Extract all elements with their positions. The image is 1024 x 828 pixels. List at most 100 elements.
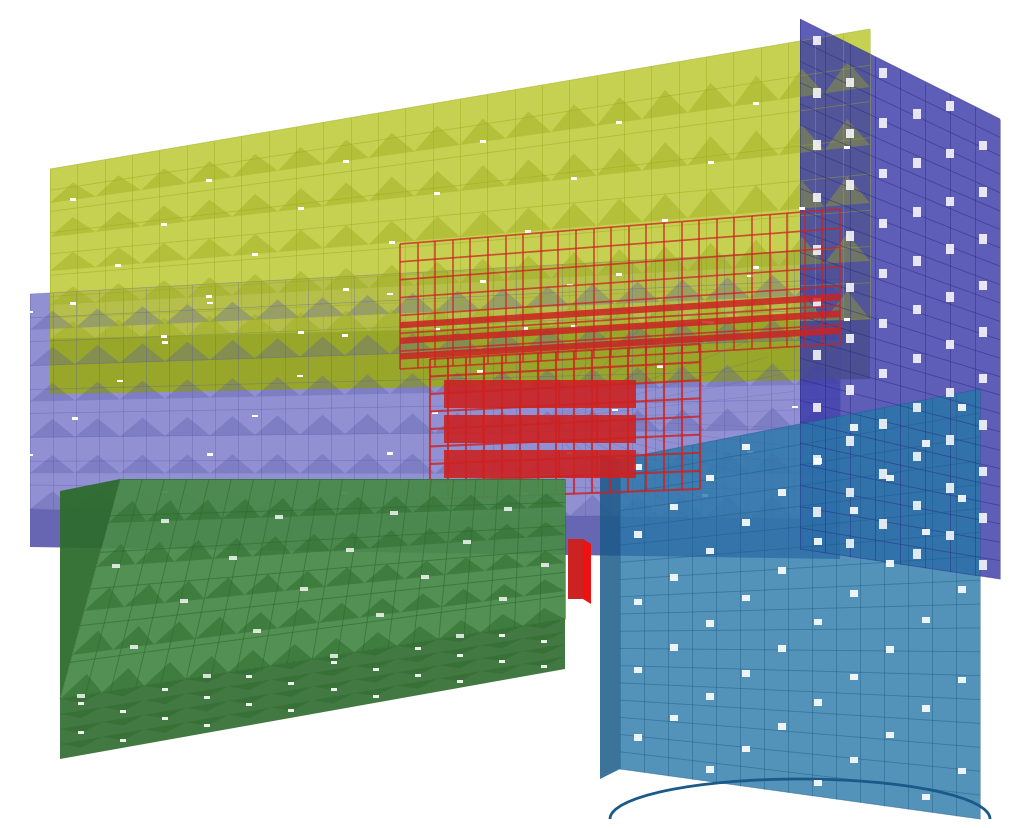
Polygon shape [750,452,795,474]
Polygon shape [324,311,369,333]
Polygon shape [596,450,636,479]
Polygon shape [161,335,167,339]
Polygon shape [50,322,95,339]
Polygon shape [499,660,505,662]
Polygon shape [583,539,591,604]
Polygon shape [596,416,636,444]
Polygon shape [979,514,987,523]
Polygon shape [375,497,413,514]
Polygon shape [415,307,460,330]
Polygon shape [523,632,565,642]
Polygon shape [779,238,824,267]
Polygon shape [278,147,324,171]
Polygon shape [120,710,126,713]
Polygon shape [255,493,300,513]
Polygon shape [186,200,232,223]
Polygon shape [846,181,854,190]
Polygon shape [102,729,144,740]
Polygon shape [813,194,820,203]
Polygon shape [390,414,435,434]
Polygon shape [300,493,345,513]
Polygon shape [733,77,779,107]
Polygon shape [660,410,705,431]
Polygon shape [369,133,415,159]
Polygon shape [204,578,245,599]
Polygon shape [597,301,642,326]
Polygon shape [778,489,786,496]
Polygon shape [792,407,798,409]
Polygon shape [300,455,345,474]
Polygon shape [750,320,795,343]
Polygon shape [345,493,390,514]
Polygon shape [252,415,258,417]
Polygon shape [60,692,102,703]
Polygon shape [567,452,573,455]
Polygon shape [506,304,551,329]
Polygon shape [615,325,660,347]
Polygon shape [799,208,805,211]
Polygon shape [95,212,141,233]
Polygon shape [946,340,954,350]
Polygon shape [481,614,523,633]
Polygon shape [50,183,95,204]
Polygon shape [396,626,438,646]
Polygon shape [390,373,435,394]
Polygon shape [733,132,779,161]
Polygon shape [482,416,522,444]
Polygon shape [162,688,168,691]
Polygon shape [260,498,298,518]
Polygon shape [72,418,78,421]
Polygon shape [880,369,888,379]
Polygon shape [634,532,642,538]
Polygon shape [232,275,278,296]
Polygon shape [434,329,440,332]
Polygon shape [597,98,642,127]
Polygon shape [210,378,255,398]
Polygon shape [499,634,505,637]
Polygon shape [813,298,820,308]
Polygon shape [706,548,714,554]
Polygon shape [174,541,213,562]
Polygon shape [438,633,481,643]
Polygon shape [390,334,435,354]
Polygon shape [460,213,506,238]
Polygon shape [120,455,165,474]
Polygon shape [345,454,390,474]
Polygon shape [298,498,337,517]
Polygon shape [750,408,795,431]
Polygon shape [438,658,481,668]
Polygon shape [435,373,480,393]
Polygon shape [387,293,393,296]
Polygon shape [813,89,820,99]
Polygon shape [345,335,390,356]
Polygon shape [634,599,642,606]
Polygon shape [850,757,858,763]
Polygon shape [642,142,688,171]
Polygon shape [413,496,451,513]
Polygon shape [108,501,146,523]
Polygon shape [228,666,270,676]
Polygon shape [946,436,954,445]
Polygon shape [297,376,303,378]
Polygon shape [255,455,300,474]
Polygon shape [70,303,76,306]
Polygon shape [795,273,840,296]
Polygon shape [396,666,438,676]
Polygon shape [141,243,186,264]
Polygon shape [480,412,525,433]
Polygon shape [343,288,349,291]
Polygon shape [778,568,786,574]
Polygon shape [278,608,318,628]
Polygon shape [345,296,390,316]
Polygon shape [660,453,705,474]
Polygon shape [814,458,822,465]
Polygon shape [850,425,858,431]
Polygon shape [120,307,165,326]
Polygon shape [642,247,688,274]
Polygon shape [120,492,165,511]
Polygon shape [390,494,435,514]
Polygon shape [460,119,506,146]
Polygon shape [60,479,120,759]
Polygon shape [486,524,526,541]
Polygon shape [162,342,168,344]
